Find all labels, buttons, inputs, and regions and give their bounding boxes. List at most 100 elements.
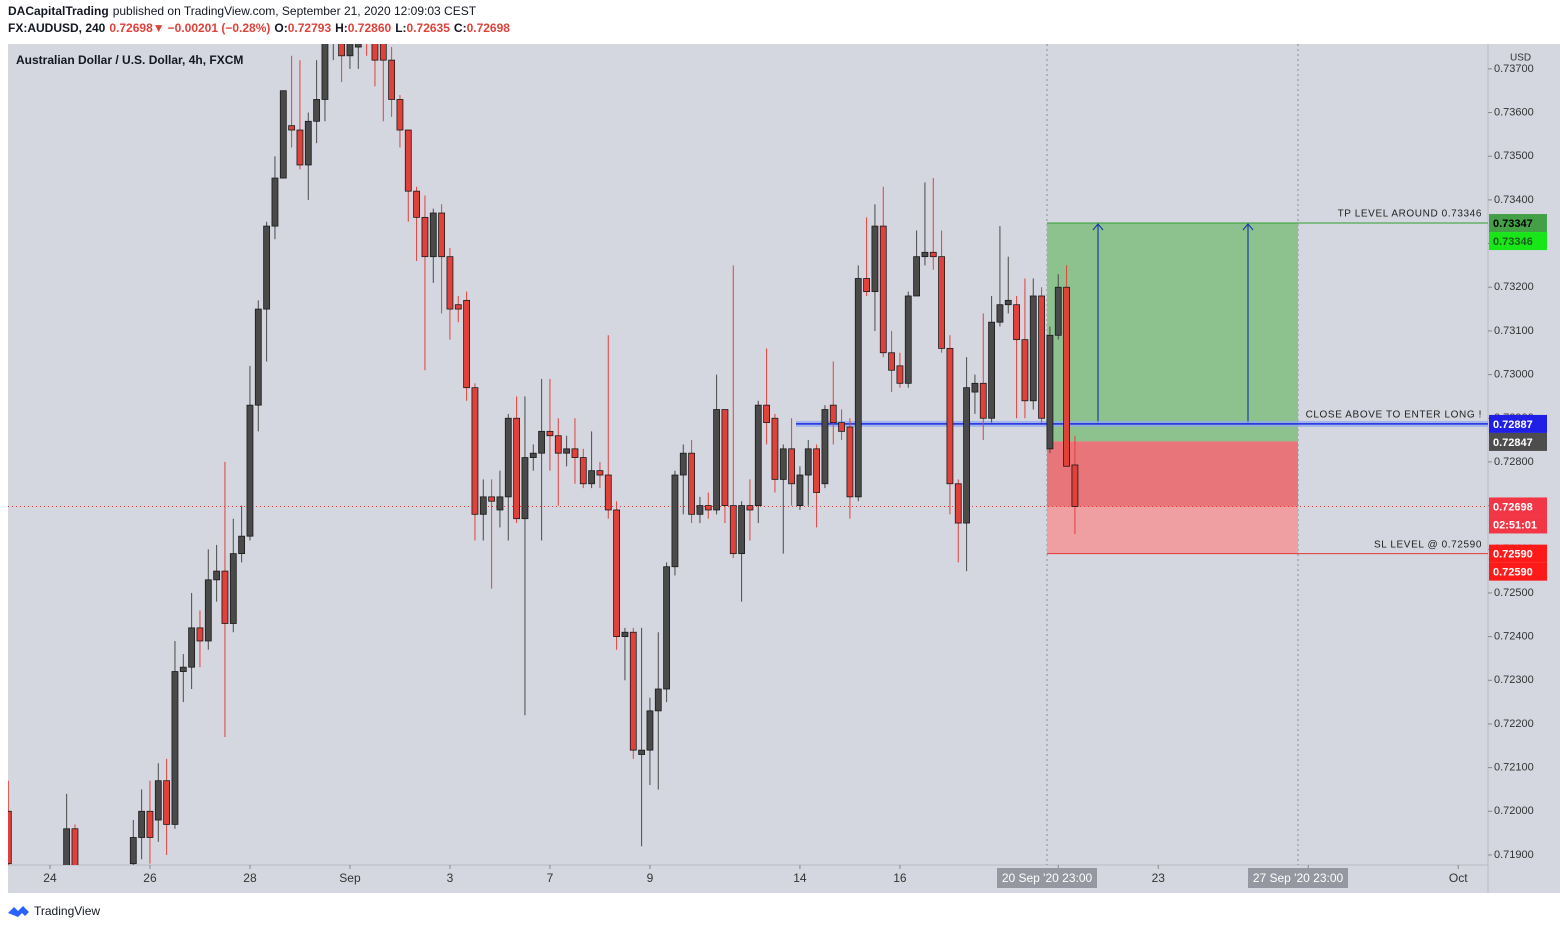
y-tick-label: 0.72000 — [1494, 805, 1534, 817]
last: 0.72698 — [109, 21, 153, 35]
low: 0.72635 — [407, 21, 451, 35]
footer — [0, 893, 1560, 930]
high: 0.72860 — [348, 21, 392, 35]
close: 0.72698 — [467, 21, 511, 35]
candle-body — [954, 483, 962, 524]
candle-body — [938, 256, 945, 349]
candle-body — [163, 780, 171, 825]
candle-body — [746, 505, 754, 511]
candle-body — [421, 216, 429, 258]
candle-body — [413, 190, 421, 218]
symbol-line: FX:AUDUSD, 240 0.72698▼ −0.00201 (−0.28%) O… — [8, 21, 510, 35]
candle-body — [271, 177, 279, 227]
candle-body — [196, 627, 204, 642]
y-tick-label: 0.73400 — [1494, 194, 1534, 206]
candle-body — [629, 631, 637, 751]
candle-body — [504, 417, 512, 498]
candle-body — [479, 496, 487, 515]
candle-body — [446, 256, 454, 310]
candle-body — [296, 129, 304, 166]
candle-body — [871, 225, 879, 293]
y-tick-label: 0.72800 — [1494, 456, 1534, 468]
plot: TP LEVEL AROUND 0.73346 CLOSE ABOVE TO EN… — [8, 44, 1488, 865]
loss-zone — [1047, 441, 1298, 554]
candle-body — [396, 99, 404, 131]
candle-body — [1013, 304, 1020, 341]
candle-body — [613, 509, 621, 638]
y-tick-label: 0.73100 — [1494, 325, 1534, 337]
candle-body — [513, 417, 521, 520]
candle-body — [238, 535, 246, 555]
x-tick-label: 23 — [1152, 871, 1166, 885]
candle-body — [971, 382, 979, 393]
annotation: TP LEVEL AROUND 0.73346 — [1338, 209, 1482, 220]
candle-body — [246, 404, 254, 537]
candle-body — [571, 448, 579, 458]
candle-body — [546, 430, 554, 437]
price-label: 0.72847 — [1493, 437, 1533, 449]
candle-body — [921, 251, 929, 258]
y-tick-label: 0.72200 — [1494, 718, 1534, 730]
price-label: 0.72887 — [1493, 419, 1533, 431]
candle-body — [646, 710, 654, 751]
price-label-box — [1489, 432, 1547, 451]
l-label: L: — [395, 21, 406, 35]
h-label: H: — [335, 21, 348, 35]
candle-body — [696, 505, 704, 515]
candle-body — [254, 308, 262, 406]
annotation: CLOSE ABOVE TO ENTER LONG ! — [1306, 410, 1482, 421]
candle-body — [821, 409, 829, 485]
candle-body — [379, 44, 387, 61]
open: 0.72793 — [288, 21, 332, 35]
candle-body — [1038, 295, 1045, 419]
price-label: 0.73347 — [1493, 218, 1533, 230]
candle-body — [988, 321, 995, 419]
x-tick-label: 14 — [793, 871, 807, 885]
candle-body — [213, 570, 221, 581]
candle-body — [596, 470, 604, 476]
candle-body — [129, 837, 137, 865]
price-label: 0.72590 — [1493, 549, 1533, 561]
y-tick-label: 0.73000 — [1494, 368, 1534, 380]
candle-body — [996, 304, 1004, 323]
candle-body — [1063, 286, 1070, 467]
candle-body — [471, 387, 479, 515]
candle-body — [804, 448, 812, 476]
y-tick-label: 0.72100 — [1494, 762, 1534, 774]
y-tick-label: 0.73200 — [1494, 281, 1534, 293]
candle-body — [154, 780, 162, 821]
candle-body — [321, 44, 329, 100]
candle-body — [404, 129, 412, 192]
candle-body — [338, 44, 346, 57]
candle-body — [788, 448, 796, 485]
candle-body — [146, 810, 154, 838]
x-tick-label: Oct — [1449, 871, 1468, 885]
candle-body — [738, 505, 746, 555]
candle-body — [763, 404, 771, 424]
arrow: ▼ — [153, 21, 165, 35]
candle-body — [663, 566, 671, 690]
candle-body — [904, 295, 912, 384]
y-tick-label: 0.72300 — [1494, 674, 1534, 686]
header-line: DACapitalTrading published on TradingView… — [8, 4, 477, 18]
candle-body — [621, 631, 629, 638]
y-tick-label: 0.73700 — [1494, 63, 1534, 75]
candle-body — [879, 225, 887, 354]
author: DACapitalTrading — [8, 4, 109, 18]
time-label: 20 Sep '20 23:00 — [1002, 871, 1093, 885]
candle-body — [204, 579, 212, 642]
open-loss — [1047, 506, 1298, 554]
x-tick-label: 16 — [893, 871, 907, 885]
candle-body — [771, 417, 779, 480]
candle-body — [221, 570, 229, 624]
candle-body — [588, 470, 596, 485]
candle-body — [704, 505, 712, 511]
price-label: 0.72590 — [1493, 567, 1533, 579]
axes: 0.71900 0.72000 0.72100 0.72200 0.72300 0.724… — [43, 63, 1547, 888]
candle-body — [846, 426, 854, 498]
candle-body — [346, 44, 354, 57]
price-label-box — [1489, 414, 1547, 433]
candle-body — [713, 409, 721, 511]
price-label-box — [1489, 232, 1547, 251]
